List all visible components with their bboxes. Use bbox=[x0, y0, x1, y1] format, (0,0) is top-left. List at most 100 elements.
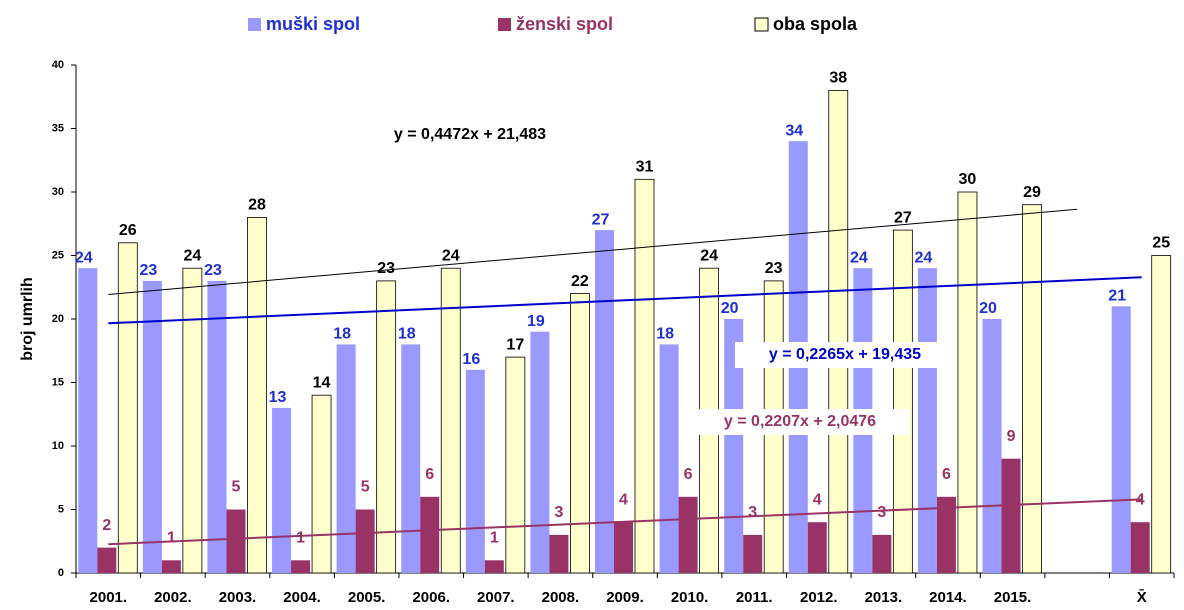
data-label: 31 bbox=[636, 159, 654, 176]
bar bbox=[634, 178, 655, 574]
y-tick-label: 5 bbox=[58, 503, 64, 515]
bar bbox=[828, 90, 849, 574]
bar bbox=[440, 267, 461, 574]
bar bbox=[505, 356, 526, 574]
bar bbox=[1022, 204, 1042, 574]
data-label: 4 bbox=[813, 491, 822, 508]
data-label: 21 bbox=[1108, 288, 1126, 305]
x-tick-label: 2004. bbox=[283, 589, 321, 606]
bar bbox=[117, 242, 138, 574]
bar bbox=[161, 560, 181, 573]
data-label: 9 bbox=[1007, 428, 1016, 445]
data-label: 23 bbox=[765, 260, 783, 277]
bar bbox=[401, 344, 421, 573]
data-label: 34 bbox=[785, 122, 803, 139]
data-label: 3 bbox=[748, 504, 757, 521]
bar bbox=[659, 344, 679, 573]
bar bbox=[957, 191, 978, 574]
x-tick-label: 2012. bbox=[800, 589, 838, 606]
legend-label: oba spola bbox=[773, 14, 858, 34]
x-tick-label: 2014. bbox=[929, 589, 967, 606]
bar bbox=[336, 344, 356, 573]
data-label: 24 bbox=[442, 247, 460, 264]
bar bbox=[182, 267, 203, 574]
bar bbox=[872, 534, 892, 573]
legend-swatch bbox=[498, 18, 511, 31]
data-label: 22 bbox=[571, 273, 589, 290]
bar bbox=[614, 522, 633, 573]
data-label: 23 bbox=[377, 260, 395, 277]
data-label: 2 bbox=[102, 517, 111, 534]
data-label: 13 bbox=[269, 389, 287, 406]
x-tick-label: 2013. bbox=[865, 589, 903, 606]
y-tick-label: 35 bbox=[52, 122, 64, 134]
data-label: 5 bbox=[361, 479, 370, 496]
x-tick-label: 2009. bbox=[606, 589, 644, 606]
bar bbox=[207, 280, 227, 573]
bar bbox=[595, 230, 614, 573]
data-label: 3 bbox=[877, 504, 886, 521]
bar bbox=[247, 216, 267, 574]
data-label: 1 bbox=[490, 530, 499, 547]
data-label: 16 bbox=[462, 351, 480, 368]
bar bbox=[420, 496, 440, 573]
data-label: 5 bbox=[232, 479, 241, 496]
y-axis-label: broj umrlih bbox=[19, 277, 36, 361]
x-tick-label: 2008. bbox=[542, 589, 580, 606]
legend-label: muški spol bbox=[266, 14, 360, 34]
x-tick-label: 2007. bbox=[477, 589, 515, 606]
y-tick-label: 15 bbox=[52, 376, 64, 388]
data-label: 27 bbox=[894, 209, 912, 226]
data-label: 20 bbox=[721, 300, 739, 317]
data-label: 4 bbox=[619, 491, 628, 508]
bar bbox=[291, 560, 311, 573]
bar bbox=[1111, 306, 1131, 573]
bar bbox=[892, 229, 913, 574]
bar bbox=[743, 534, 763, 573]
bar bbox=[549, 534, 569, 573]
data-label: 24 bbox=[850, 249, 868, 266]
x-tick-label: 2006. bbox=[412, 589, 450, 606]
trendline bbox=[108, 208, 1078, 295]
bar bbox=[917, 268, 937, 573]
legend-swatch bbox=[248, 18, 261, 31]
data-label: 29 bbox=[1023, 184, 1041, 201]
bar bbox=[465, 369, 485, 573]
bar bbox=[484, 560, 504, 573]
y-tick-label: 25 bbox=[52, 249, 64, 261]
data-label: 3 bbox=[554, 504, 563, 521]
bar bbox=[678, 496, 698, 573]
data-label: 38 bbox=[829, 70, 847, 87]
legend-swatch bbox=[754, 17, 769, 32]
legend-label: ženski spol bbox=[516, 14, 613, 34]
bar bbox=[1130, 522, 1150, 573]
bar bbox=[936, 496, 956, 573]
data-label: 24 bbox=[183, 247, 201, 264]
bar bbox=[142, 280, 162, 573]
bar bbox=[1001, 458, 1021, 573]
data-label: 6 bbox=[684, 466, 693, 483]
data-label: 6 bbox=[425, 466, 434, 483]
data-label: 25 bbox=[1152, 235, 1170, 252]
bar bbox=[226, 509, 246, 573]
data-label: 1 bbox=[296, 530, 305, 547]
trendline bbox=[108, 276, 1142, 325]
data-label: 19 bbox=[527, 313, 545, 330]
bar bbox=[807, 522, 827, 573]
y-tick-label: 10 bbox=[52, 440, 64, 452]
data-label: 14 bbox=[313, 374, 331, 391]
data-label: 18 bbox=[656, 326, 674, 343]
data-label: 20 bbox=[979, 300, 997, 317]
bar bbox=[570, 293, 590, 574]
data-label: 24 bbox=[75, 249, 93, 266]
data-label: 1 bbox=[167, 530, 176, 547]
y-tick-label: 40 bbox=[52, 59, 64, 71]
bar bbox=[376, 280, 397, 574]
data-label: 23 bbox=[139, 262, 157, 279]
x-tick-label: 2001. bbox=[90, 589, 128, 606]
x-tick-label: 2011. bbox=[736, 589, 773, 606]
equation-label: y = 0,2265x + 19,435 bbox=[769, 346, 921, 363]
bar bbox=[1151, 255, 1172, 574]
x-tick-label: 2010. bbox=[671, 589, 709, 606]
